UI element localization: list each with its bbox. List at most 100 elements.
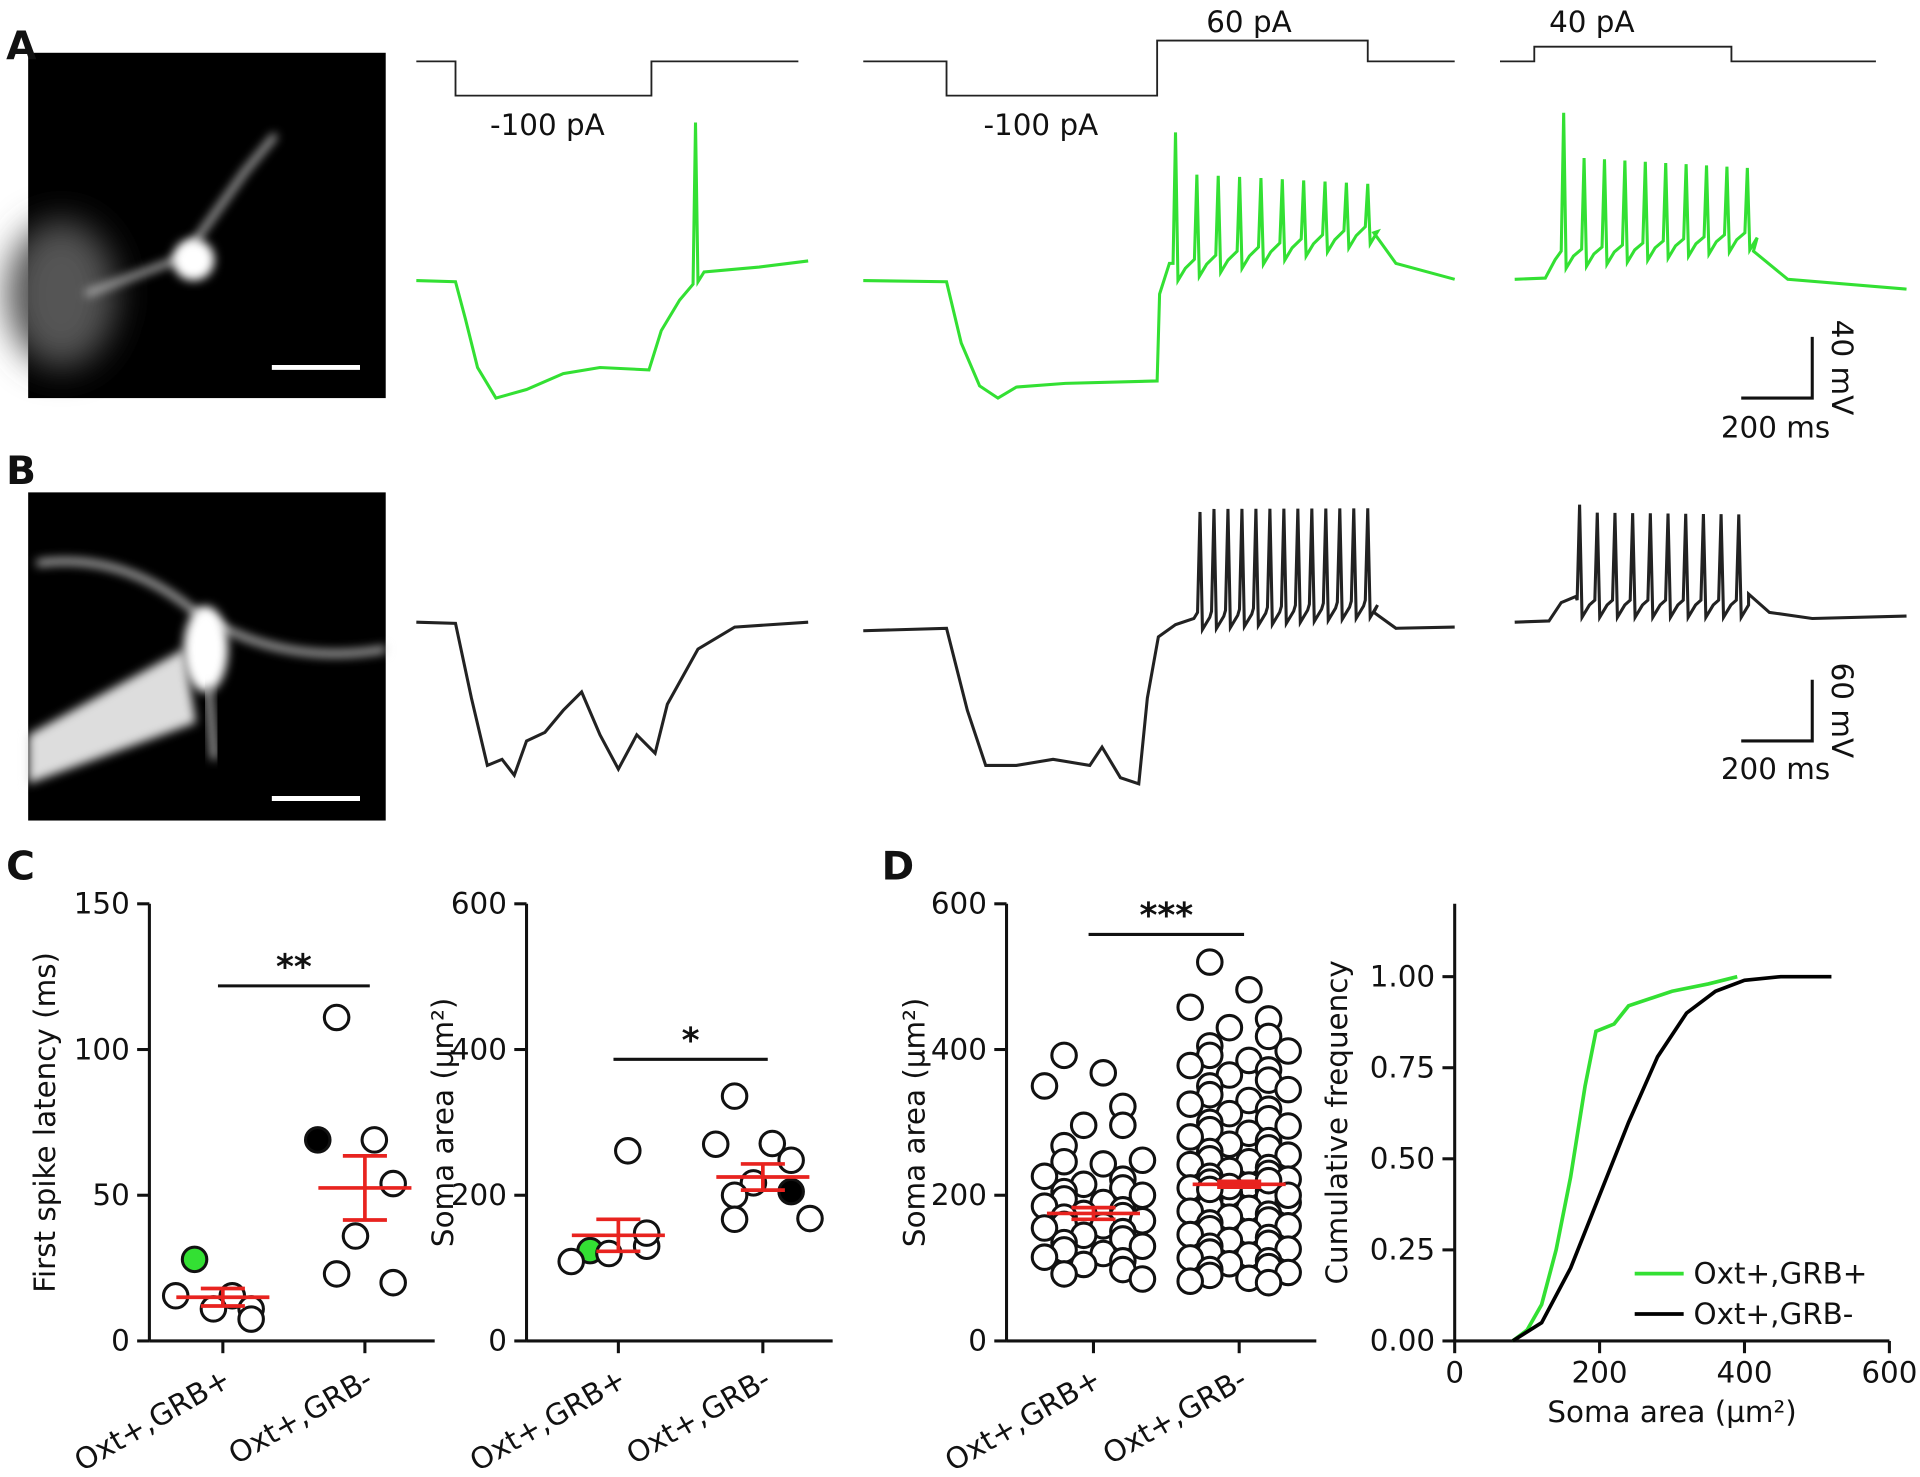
data-point: [720, 1205, 749, 1234]
y-tick-label: 400: [931, 1032, 987, 1066]
x-tick-label: Oxt+,GRB+: [69, 1362, 237, 1477]
data-point: [595, 1239, 623, 1268]
y-tick-label: 600: [931, 887, 987, 921]
y-tick-label: 150: [74, 887, 130, 921]
scale-label: 200 ms: [1721, 752, 1830, 786]
step-label: -100 pA: [983, 108, 1098, 142]
legend-label: Oxt+,GRB+: [1693, 1256, 1867, 1290]
data-point: [1030, 1072, 1059, 1100]
data-point: [1089, 1059, 1118, 1087]
data-point: [341, 1222, 370, 1250]
data-point: [379, 1268, 407, 1297]
data-point: [1176, 1090, 1204, 1118]
data-point: [1030, 1243, 1059, 1271]
data-point: [237, 1305, 265, 1333]
x-tick-label: Oxt+,GRB+: [464, 1362, 632, 1477]
x-tick-label: Oxt+,GRB-: [621, 1362, 776, 1471]
voltage-trace: [1514, 504, 1907, 624]
data-point: [1069, 1111, 1098, 1140]
data-point: [360, 1126, 389, 1154]
data-point: [758, 1129, 787, 1158]
significance-label: ***: [1139, 896, 1193, 936]
data-point: [1128, 1146, 1157, 1175]
y-tick-label: 0: [488, 1324, 507, 1358]
y-tick-label: 0.50: [1370, 1142, 1435, 1176]
legend-label: Oxt+,GRB-: [1693, 1297, 1853, 1331]
data-point: [557, 1247, 586, 1276]
x-axis-label: Soma area (µm²): [1547, 1395, 1796, 1429]
data-point: [1128, 1232, 1157, 1261]
x-tick-label: 200: [1572, 1356, 1628, 1390]
y-tick-label: 0: [968, 1324, 987, 1358]
voltage-trace: [1514, 112, 1907, 291]
data-point: [1050, 1260, 1078, 1288]
cumulative-line: [1511, 974, 1832, 1343]
y-tick-label: 0: [111, 1324, 130, 1358]
y-tick-label: 100: [74, 1032, 130, 1066]
y-tick-label: 200: [931, 1178, 987, 1212]
x-tick-label: 0: [1445, 1356, 1464, 1390]
step-label: 40 pA: [1549, 5, 1634, 39]
y-tick-label: 200: [451, 1178, 507, 1212]
data-point: [1274, 1037, 1302, 1065]
data-point: [1254, 1268, 1283, 1297]
data-point: [1050, 1147, 1078, 1176]
y-axis-label: Soma area (µm²): [426, 998, 460, 1247]
data-point: [720, 1181, 749, 1210]
data-point: [1176, 1051, 1204, 1080]
data-point: [701, 1130, 730, 1159]
data-point: [379, 1169, 407, 1198]
x-tick-label: Oxt+,GRB+: [939, 1362, 1107, 1477]
panel-label: C: [6, 844, 35, 889]
data-point: [303, 1126, 332, 1154]
voltage-trace: [863, 508, 1455, 786]
data-point: [1176, 993, 1204, 1022]
voltage-trace: [416, 122, 809, 400]
data-point: [1196, 948, 1224, 976]
data-point: [1176, 1267, 1204, 1295]
voltage-trace: [416, 620, 809, 779]
y-axis-label: Cumulative frequency: [1320, 960, 1354, 1284]
x-tick-label: Oxt+,GRB-: [1097, 1362, 1252, 1471]
significance-label: **: [276, 948, 312, 988]
y-axis-label: Soma area (µm²): [897, 998, 931, 1247]
scale-label: 200 ms: [1721, 410, 1830, 444]
x-tick-label: Oxt+,GRB-: [223, 1362, 378, 1471]
data-point: [1050, 1041, 1078, 1070]
data-point: [1274, 1075, 1302, 1104]
scale-label: 60 mV: [1825, 663, 1859, 758]
data-point: [1089, 1150, 1118, 1178]
data-point: [720, 1082, 749, 1110]
data-point: [322, 1003, 351, 1032]
y-tick-label: 600: [451, 887, 507, 921]
data-point: [1030, 1214, 1059, 1242]
scale-bars: [1741, 336, 1814, 743]
panel-label: D: [882, 844, 915, 889]
data-point: [1274, 1112, 1302, 1140]
y-tick-label: 50: [92, 1178, 129, 1212]
data-point: [322, 1260, 351, 1288]
y-tick-label: 0.25: [1370, 1233, 1435, 1267]
data-point: [1274, 1181, 1302, 1210]
y-tick-label: 400: [451, 1032, 507, 1066]
panel-label: B: [6, 449, 36, 494]
data-point: [1176, 1123, 1204, 1151]
step-label: 60 pA: [1206, 5, 1291, 39]
data-point: [777, 1146, 805, 1175]
y-tick-label: 1.00: [1370, 959, 1435, 993]
data-point: [1030, 1162, 1059, 1191]
data-point: [796, 1204, 824, 1233]
data-point: [632, 1219, 661, 1247]
data-point: [1128, 1265, 1157, 1293]
panel-label: A: [6, 24, 37, 69]
step-label: -100 pA: [490, 108, 605, 142]
significance-label: *: [682, 1021, 700, 1061]
data-point: [614, 1137, 642, 1165]
step-protocols: [416, 39, 1876, 97]
y-tick-label: 0.75: [1370, 1051, 1435, 1085]
micrograph-b: [28, 492, 387, 821]
scale-label: 40 mV: [1825, 320, 1859, 415]
data-point: [1254, 1022, 1283, 1051]
cumulative-line: [1511, 974, 1738, 1343]
